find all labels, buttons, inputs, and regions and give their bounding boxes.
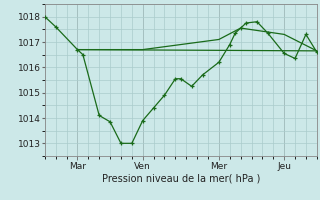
X-axis label: Pression niveau de la mer( hPa ): Pression niveau de la mer( hPa ) xyxy=(102,173,260,183)
